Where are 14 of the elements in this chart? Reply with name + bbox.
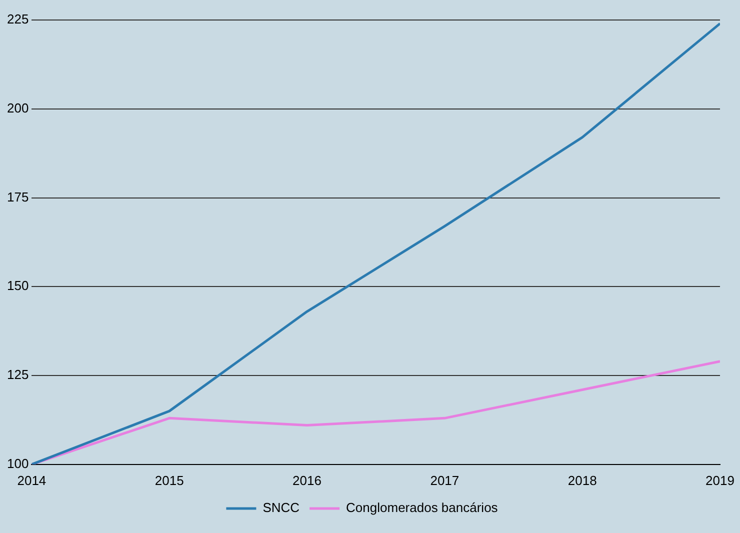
x-tick-label: 2016 [292,472,322,488]
y-tick-label: 200 [6,100,29,116]
x-tick-label: 2014 [17,472,46,488]
y-tick-label: 100 [6,456,29,471]
x-tick-label: 2019 [706,472,734,488]
y-tick-label: 150 [6,278,29,294]
legend-label: Conglomerados bancários [346,500,498,516]
y-tick-label: 125 [6,367,29,382]
legend-label: SNCC [262,500,300,516]
x-tick-label: 2017 [430,472,460,488]
x-tick-label: 2015 [154,472,184,488]
y-tick-label: 225 [6,12,29,27]
x-tick-label: 2018 [568,472,597,488]
y-tick-label: 175 [6,189,29,204]
